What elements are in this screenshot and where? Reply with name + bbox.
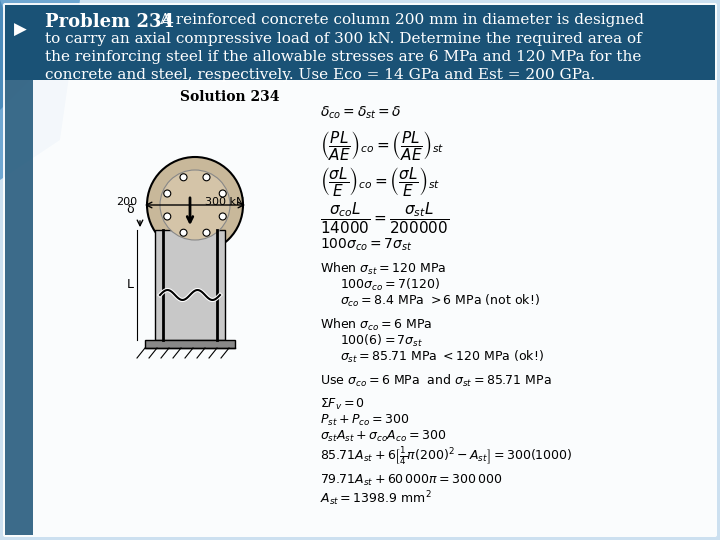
Bar xyxy=(145,340,235,348)
Text: ▶: ▶ xyxy=(14,21,27,39)
Text: $\sigma_{co} = 8.4$ MPa $> 6$ MPa (not ok!): $\sigma_{co} = 8.4$ MPa $> 6$ MPa (not o… xyxy=(340,293,540,309)
Bar xyxy=(5,80,33,535)
Text: δ: δ xyxy=(126,203,134,216)
Text: the reinforcing steel if the allowable stresses are 6 MPa and 120 MPa for the: the reinforcing steel if the allowable s… xyxy=(45,50,642,64)
Circle shape xyxy=(180,229,187,236)
Text: $A_{st} = 1398.9 \ \mathrm{mm}^2$: $A_{st} = 1398.9 \ \mathrm{mm}^2$ xyxy=(320,489,432,508)
Text: $\delta_{co} = \delta_{st} = \delta$: $\delta_{co} = \delta_{st} = \delta$ xyxy=(320,105,402,122)
Circle shape xyxy=(147,157,243,253)
Circle shape xyxy=(160,170,230,240)
Text: concrete and steel, respectively. Use Eco = 14 GPa and Est = 200 GPa.: concrete and steel, respectively. Use Ec… xyxy=(45,68,595,82)
Text: $\left(\dfrac{PL}{AE}\right)_{co} = \left(\dfrac{PL}{AE}\right)_{st}$: $\left(\dfrac{PL}{AE}\right)_{co} = \lef… xyxy=(320,129,444,162)
Circle shape xyxy=(203,229,210,236)
Text: Use $\sigma_{co} = 6$ MPa  and $\sigma_{st} = 85.71$ MPa: Use $\sigma_{co} = 6$ MPa and $\sigma_{s… xyxy=(320,373,552,389)
Text: $79.71A_{st} + 60\,000\pi = 300\,000$: $79.71A_{st} + 60\,000\pi = 300\,000$ xyxy=(320,473,503,488)
Text: When $\sigma_{st} = 120$ MPa: When $\sigma_{st} = 120$ MPa xyxy=(320,261,446,277)
Text: $\sigma_{st} A_{st} + \sigma_{co} A_{co} = 300$: $\sigma_{st} A_{st} + \sigma_{co} A_{co}… xyxy=(320,429,446,444)
Text: When $\sigma_{co} = 6$ MPa: When $\sigma_{co} = 6$ MPa xyxy=(320,317,433,333)
Text: $100(6) = 7\sigma_{st}$: $100(6) = 7\sigma_{st}$ xyxy=(340,333,423,349)
Text: to carry an axial compressive load of 300 kN. Determine the required area of: to carry an axial compressive load of 30… xyxy=(45,32,642,46)
Polygon shape xyxy=(0,0,30,110)
Circle shape xyxy=(219,190,226,197)
Text: $\sigma_{st} = 85.71$ MPa $< 120$ MPa (ok!): $\sigma_{st} = 85.71$ MPa $< 120$ MPa (o… xyxy=(340,349,544,365)
Polygon shape xyxy=(0,0,80,180)
Text: A reinforced concrete column 200 mm in diameter is designed: A reinforced concrete column 200 mm in d… xyxy=(155,13,644,27)
FancyBboxPatch shape xyxy=(3,3,717,537)
Circle shape xyxy=(219,213,226,220)
Text: 300 kN: 300 kN xyxy=(205,197,244,207)
Text: $100\sigma_{co} = 7(120)$: $100\sigma_{co} = 7(120)$ xyxy=(340,277,440,293)
Circle shape xyxy=(163,213,171,220)
Text: Problem 234: Problem 234 xyxy=(45,13,174,31)
Text: $\Sigma F_v = 0$: $\Sigma F_v = 0$ xyxy=(320,397,365,412)
Text: $\left(\dfrac{\sigma L}{E}\right)_{co} = \left(\dfrac{\sigma L}{E}\right)_{st}$: $\left(\dfrac{\sigma L}{E}\right)_{co} =… xyxy=(320,165,441,198)
Text: $\dfrac{\sigma_{co}L}{14000} = \dfrac{\sigma_{st}L}{200000}$: $\dfrac{\sigma_{co}L}{14000} = \dfrac{\s… xyxy=(320,201,449,237)
Text: L: L xyxy=(127,279,133,292)
Text: 200: 200 xyxy=(117,197,138,207)
Text: $100\sigma_{co} = 7\sigma_{st}$: $100\sigma_{co} = 7\sigma_{st}$ xyxy=(320,237,413,253)
Circle shape xyxy=(163,190,171,197)
Circle shape xyxy=(203,174,210,181)
Circle shape xyxy=(180,174,187,181)
FancyBboxPatch shape xyxy=(5,5,715,80)
Text: $85.71A_{st} + 6\left[\frac{1}{4}\pi(200)^2 - A_{st}\right] = 300(1000)$: $85.71A_{st} + 6\left[\frac{1}{4}\pi(200… xyxy=(320,445,572,467)
Text: Solution 234: Solution 234 xyxy=(180,90,279,104)
Text: $P_{st} + P_{co} = 300$: $P_{st} + P_{co} = 300$ xyxy=(320,413,410,428)
Bar xyxy=(155,230,225,340)
